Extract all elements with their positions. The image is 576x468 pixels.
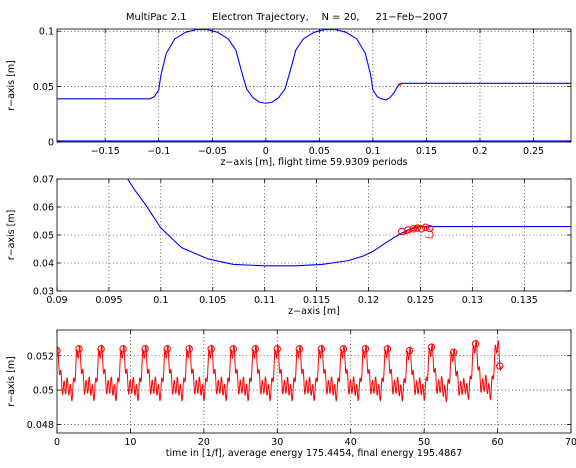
radius-line xyxy=(57,339,502,403)
plot-area xyxy=(57,339,504,403)
x-tick-label: 70 xyxy=(565,437,576,448)
x-tick-label: 0.11 xyxy=(254,295,275,306)
x-tick-label: 40 xyxy=(345,437,357,448)
impact-point xyxy=(163,345,171,353)
trajectory-line xyxy=(397,83,402,86)
axes-box xyxy=(56,178,572,292)
y-tick-label: 0.048 xyxy=(27,420,54,431)
x-tick-label: 0.13 xyxy=(462,295,483,306)
geometry-line xyxy=(57,29,571,104)
x-tick-label: 30 xyxy=(271,437,283,448)
y-axis-label: r−axis [m] xyxy=(6,210,17,261)
x-tick-label: 0.15 xyxy=(416,146,437,157)
impact-point xyxy=(141,345,149,353)
impact-point xyxy=(421,223,430,231)
panel-geometry-overview: −0.15 −0.1 −0.05 0 0.05 0.1 0.15 0.2 0.25 0 0.05 0.… xyxy=(6,27,572,168)
y-tick-label: 0.05 xyxy=(33,82,54,93)
x-tick-label: 0.05 xyxy=(309,146,330,157)
panel-radius-vs-time: 0 10 20 30 40 50 60 70 0.048 0.05 0.052 time in [1/… xyxy=(6,329,576,459)
impact-point xyxy=(75,345,83,353)
axes-box xyxy=(56,28,572,143)
impact-point xyxy=(426,224,434,233)
figure-title: MultiPac 2.1 Electron Trajectory, N = 20… xyxy=(126,12,448,23)
impact-point xyxy=(57,346,61,355)
impact-point xyxy=(409,225,417,233)
x-tick-label: 0.25 xyxy=(523,146,544,157)
impact-point xyxy=(317,345,326,353)
impact-point xyxy=(207,345,215,353)
x-tick-label: 0.1 xyxy=(365,146,380,157)
x-tick-label: 0.105 xyxy=(199,295,226,306)
x-tick-label: 0.135 xyxy=(511,295,538,306)
impact-point xyxy=(273,345,281,353)
x-tick-label: 0.2 xyxy=(472,146,487,157)
impact-point xyxy=(119,345,127,353)
panel-geometry-zoom: 0.09 0.095 0.1 0.105 0.11 0.115 0.12 0.125 0.13 0… xyxy=(6,175,572,317)
x-tick-label: 60 xyxy=(492,437,504,448)
y-tick-label: 0.04 xyxy=(33,259,54,270)
y-axis-label: r−axis [m] xyxy=(6,356,17,407)
x-tick-label: 0.1 xyxy=(153,295,168,306)
impact-point xyxy=(417,225,426,233)
y-axis-label: r−axis [m] xyxy=(6,60,17,111)
x-tick-label: −0.15 xyxy=(91,146,120,157)
x-tick-label: 0.12 xyxy=(358,295,379,306)
impact-point xyxy=(339,345,348,353)
y-tick-label: 0.1 xyxy=(39,27,54,38)
x-tick-label: 20 xyxy=(198,437,210,448)
impact-point xyxy=(229,345,237,353)
x-tick-label: −0.1 xyxy=(147,146,170,157)
y-tick-label: 0.06 xyxy=(33,203,54,214)
plot-area xyxy=(127,179,571,267)
x-axis-label: time in [1/f], average energy 175.4454, … xyxy=(166,448,463,459)
y-tick-label: 0.05 xyxy=(33,386,54,397)
y-tick-label: 0.07 xyxy=(33,175,54,186)
impact-point xyxy=(471,340,480,348)
x-axis-label: z−axis [m], flight time 59.9309 periods xyxy=(220,157,407,168)
y-tick-label: 0.05 xyxy=(33,231,54,242)
x-tick-label: 0.09 xyxy=(46,295,67,306)
trajectory-line xyxy=(404,225,434,239)
impact-point xyxy=(185,345,193,353)
x-tick-label: 0 xyxy=(54,437,60,448)
x-tick-label: 10 xyxy=(124,437,136,448)
impact-point xyxy=(361,345,370,353)
x-axis-label: z−axis [m] xyxy=(288,306,340,317)
impact-point xyxy=(383,345,392,353)
impact-point xyxy=(449,348,458,357)
impact-point xyxy=(413,224,422,232)
y-tick-label: 0.052 xyxy=(27,351,54,362)
impact-point xyxy=(295,345,304,353)
impact-point xyxy=(427,343,436,351)
x-tick-label: 0.115 xyxy=(303,295,330,306)
impact-point xyxy=(496,362,504,370)
x-tick-label: 50 xyxy=(418,437,430,448)
plot-area xyxy=(57,29,571,142)
x-tick-label: 0.125 xyxy=(407,295,434,306)
x-tick-label: 0.095 xyxy=(95,295,122,306)
x-tick-label: −0.05 xyxy=(198,146,227,157)
x-tick-label: 0 xyxy=(263,146,269,157)
y-tick-label: 0.03 xyxy=(33,287,54,298)
impact-point xyxy=(251,345,259,353)
impact-point xyxy=(97,345,105,353)
y-tick-label: 0 xyxy=(48,138,54,149)
impact-point xyxy=(404,226,412,234)
impact-point xyxy=(405,346,414,355)
